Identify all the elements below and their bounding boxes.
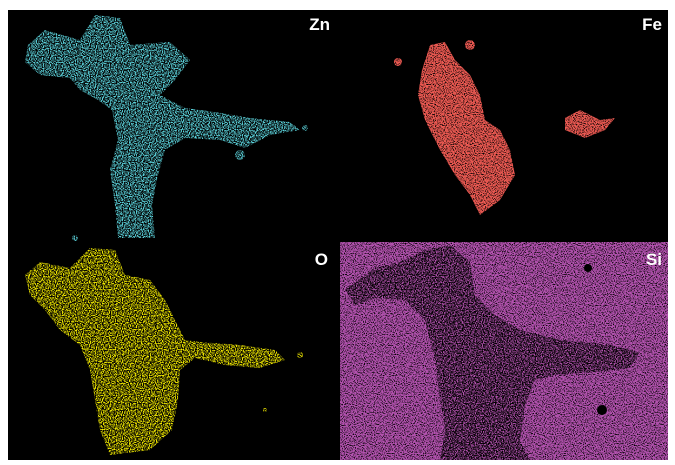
page: Zn Fe O Si (() => { const data = JSON.pa… [0, 0, 675, 465]
panel-label: Si [646, 250, 662, 269]
panel-label: Fe [642, 15, 662, 34]
si-map [340, 242, 668, 460]
panel-label: Zn [309, 15, 330, 34]
panel-label: O [315, 250, 328, 269]
eds-map-figure: Zn Fe O Si [0, 0, 675, 465]
